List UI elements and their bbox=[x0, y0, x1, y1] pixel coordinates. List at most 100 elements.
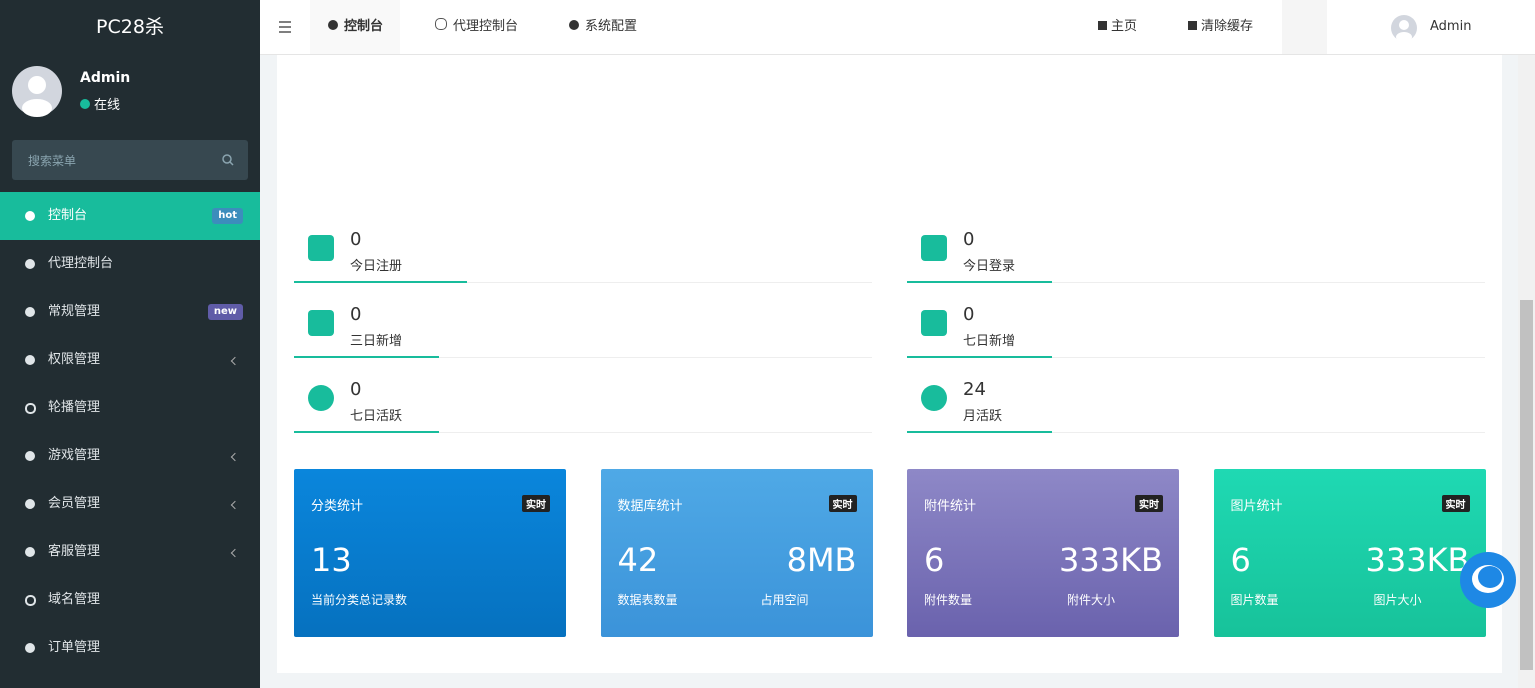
card-tag: 实时 bbox=[522, 495, 550, 512]
menu-badge: new bbox=[207, 304, 243, 320]
menu-label: 控制台 bbox=[48, 208, 88, 223]
card-value: 6 bbox=[1230, 541, 1251, 579]
nav-tab[interactable]: 控制台 bbox=[310, 0, 400, 54]
card-label: 图片数量 bbox=[1230, 593, 1279, 607]
stat-underline bbox=[907, 281, 1052, 283]
menu-item[interactable]: 会员管理 bbox=[0, 480, 260, 528]
scrollbar[interactable] bbox=[1518, 55, 1535, 688]
tab-icon bbox=[328, 20, 338, 30]
link-icon bbox=[1098, 21, 1107, 30]
menu-label: 常规管理 bbox=[48, 304, 101, 319]
tab-icon bbox=[569, 20, 579, 30]
menu-label: 会员管理 bbox=[48, 496, 101, 511]
menu-icon bbox=[25, 499, 35, 509]
top-avatar bbox=[1391, 15, 1417, 41]
link-label: 清除缓存 bbox=[1201, 19, 1254, 34]
menu-item[interactable]: 订单管理 bbox=[0, 624, 260, 672]
stat-value: 24 bbox=[963, 379, 986, 400]
card-value: 13 bbox=[311, 541, 352, 579]
menu-item[interactable]: 游戏管理 bbox=[0, 432, 260, 480]
card-value: 8MB bbox=[786, 541, 857, 579]
menu-badge: hot bbox=[212, 208, 243, 224]
nav-tab[interactable]: 系统配置 bbox=[551, 0, 651, 54]
menu-icon bbox=[25, 259, 35, 269]
stat-underline bbox=[294, 356, 439, 358]
menu-icon bbox=[25, 643, 35, 653]
tab-label: 代理控制台 bbox=[453, 19, 519, 34]
top-user[interactable]: Admin bbox=[1430, 19, 1472, 34]
card-label: 占用空间 bbox=[760, 593, 809, 607]
card-tag: 实时 bbox=[1441, 495, 1470, 512]
stat-label: 月活跃 bbox=[963, 409, 1003, 424]
menu-item[interactable]: 控制台 hot bbox=[0, 192, 260, 240]
menu-label: 游戏管理 bbox=[48, 448, 101, 463]
card-title: 附件统计 bbox=[924, 499, 977, 514]
stat-underline bbox=[294, 281, 467, 283]
status-text: 在线 bbox=[94, 98, 121, 113]
menu-item[interactable]: 轮播管理 bbox=[0, 384, 260, 432]
stat: 0 三日新增 bbox=[294, 300, 872, 358]
stat-value: 0 bbox=[350, 304, 362, 325]
menu-label: 域名管理 bbox=[48, 592, 101, 607]
card-title: 数据库统计 bbox=[617, 499, 683, 514]
nav-link[interactable]: 主页 bbox=[1098, 0, 1137, 54]
menu-toggle[interactable] bbox=[279, 21, 291, 33]
tab-label: 系统配置 bbox=[585, 19, 638, 34]
stat: 0 今日登录 bbox=[907, 225, 1485, 283]
card-label: 图片大小 bbox=[1373, 593, 1422, 607]
lang-button[interactable] bbox=[1282, 0, 1327, 54]
stat-card: 图片统计 实时 6 图片数量 333KB 图片大小 bbox=[1213, 469, 1486, 637]
menu-icon bbox=[25, 451, 35, 461]
stat-icon bbox=[308, 310, 334, 336]
stat-icon bbox=[921, 235, 947, 261]
menu-item[interactable]: 客服管理 bbox=[0, 528, 260, 576]
menu-label: 权限管理 bbox=[48, 352, 101, 367]
stat-underline bbox=[294, 431, 439, 433]
menu-chevron bbox=[230, 452, 240, 462]
search-placeholder: 搜索菜单 bbox=[28, 154, 77, 168]
menu-label: 代理控制台 bbox=[48, 256, 114, 271]
menu-item[interactable]: 常规管理 new bbox=[0, 288, 260, 336]
card-tag: 实时 bbox=[828, 495, 857, 512]
nav-link[interactable]: 清除缓存 bbox=[1188, 0, 1253, 54]
menu-item[interactable]: 域名管理 bbox=[0, 576, 260, 624]
search-box[interactable]: 搜索菜单 bbox=[12, 140, 248, 180]
menu-label: 轮播管理 bbox=[48, 400, 101, 415]
card-label: 当前分类总记录数 bbox=[311, 593, 408, 607]
stat-icon bbox=[308, 235, 334, 261]
menu-item[interactable]: 权限管理 bbox=[0, 336, 260, 384]
stat-label: 七日活跃 bbox=[350, 409, 403, 424]
chat-bubble[interactable] bbox=[1460, 552, 1516, 608]
stat: 24 月活跃 bbox=[907, 375, 1485, 433]
stat-label: 今日注册 bbox=[350, 259, 403, 274]
menu-icon bbox=[25, 403, 36, 414]
logo[interactable]: PC28杀 bbox=[96, 16, 164, 38]
link-label: 主页 bbox=[1111, 19, 1138, 34]
card-title: 分类统计 bbox=[311, 499, 364, 514]
stat: 0 七日新增 bbox=[907, 300, 1485, 358]
stat-label: 今日登录 bbox=[963, 259, 1016, 274]
stat-card: 分类统计 实时 13 当前分类总记录数 bbox=[294, 469, 566, 637]
menu-icon bbox=[25, 307, 35, 317]
card-tag: 实时 bbox=[1135, 495, 1163, 512]
stat-icon bbox=[921, 310, 947, 336]
stat-value: 0 bbox=[963, 304, 975, 325]
menu-icon bbox=[25, 547, 35, 557]
user-name: Admin bbox=[80, 70, 131, 86]
card-label: 附件大小 bbox=[1067, 593, 1116, 607]
topbar: 控制台 代理控制台 系统配置 主页 清除缓存 Admin bbox=[260, 0, 1535, 55]
link-icon bbox=[1188, 21, 1197, 30]
avatar bbox=[12, 66, 62, 117]
nav-tab[interactable]: 代理控制台 bbox=[417, 0, 537, 54]
stat-value: 0 bbox=[350, 229, 362, 250]
menu-chevron bbox=[230, 500, 240, 510]
stat-icon bbox=[308, 385, 334, 411]
menu-label: 订单管理 bbox=[48, 640, 101, 655]
tab-icon bbox=[435, 18, 447, 30]
menu-chevron bbox=[230, 356, 240, 366]
card-value: 333KB bbox=[1058, 541, 1163, 579]
stat-value: 0 bbox=[350, 379, 362, 400]
menu-item[interactable]: 代理控制台 bbox=[0, 240, 260, 288]
stat: 0 今日注册 bbox=[294, 225, 872, 283]
card-value: 6 bbox=[924, 541, 945, 579]
